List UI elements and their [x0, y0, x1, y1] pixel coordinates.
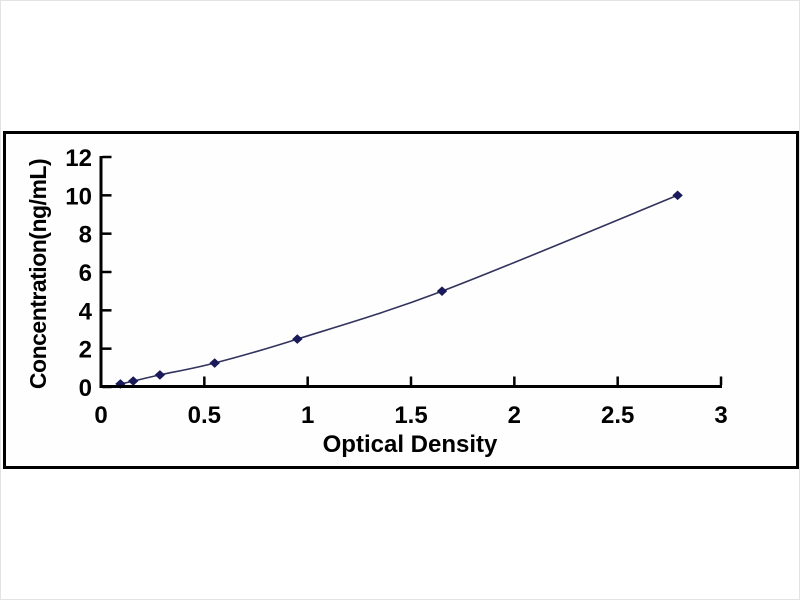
chart-panel: 0 0.5 1 1.5 2 2.5 3 0 2 4 6 8 10 12 Optical Density … — [3, 131, 799, 469]
data-point-markers — [115, 190, 683, 389]
data-point-diamond — [292, 334, 303, 344]
x-axis-title: Optical Density — [323, 431, 498, 458]
x-tick-label: 2 — [508, 402, 521, 429]
data-point-diamond — [436, 286, 448, 296]
y-tick-label: 8 — [79, 222, 92, 249]
y-axis-ticks: 0 2 4 6 8 10 12 — [65, 145, 112, 402]
data-point-diamond — [154, 370, 166, 380]
y-tick-label: 0 — [79, 375, 92, 402]
y-axis-title: Concentration(ng/mL) — [25, 159, 51, 389]
y-tick-label: 6 — [79, 260, 92, 287]
data-point-diamond — [128, 376, 139, 386]
x-tick-label: 1.5 — [394, 402, 427, 429]
y-tick-label: 12 — [65, 145, 92, 172]
y-tick-label: 2 — [79, 337, 92, 364]
data-point-diamond — [209, 358, 220, 368]
data-point-diamond — [672, 190, 683, 201]
x-tick-label: 2.5 — [601, 402, 634, 429]
data-point-diamond — [115, 379, 126, 389]
x-tick-label: 1 — [301, 402, 314, 429]
x-tick-label: 0.5 — [188, 402, 221, 429]
x-axis-ticks: 0 0.5 1 1.5 2 2.5 3 — [94, 376, 728, 429]
standard-curve-line — [120, 194, 678, 385]
y-tick-label: 4 — [79, 298, 93, 325]
y-tick-label: 10 — [65, 183, 92, 210]
x-tick-label: 0 — [94, 402, 107, 429]
x-tick-label: 3 — [714, 402, 727, 429]
